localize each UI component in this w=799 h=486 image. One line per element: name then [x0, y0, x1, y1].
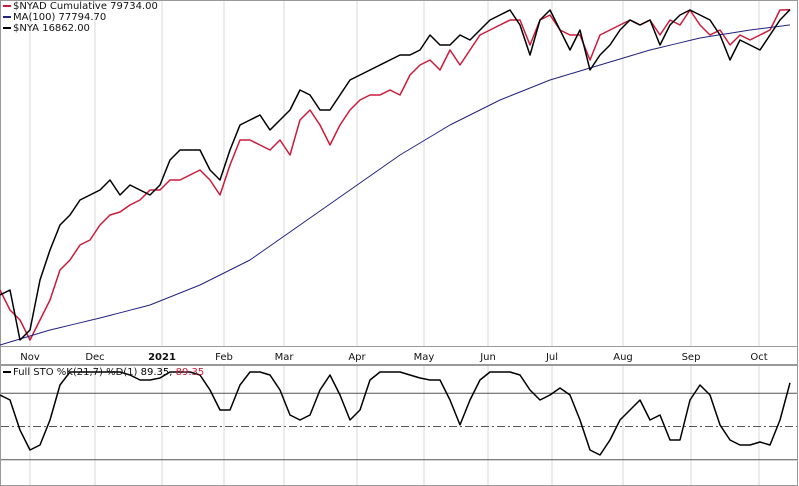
legend-name: MA(100)	[13, 12, 55, 23]
x-tick-label: Oct	[750, 352, 767, 363]
date-axis	[0, 346, 798, 365]
legend-value: 79734.00	[110, 1, 158, 12]
legend-value: 89.35	[176, 367, 205, 378]
x-tick-label: Dec	[85, 352, 104, 363]
legend-entry: Full STO %K(21,7) %D(1) 89.35, 89.35	[13, 367, 204, 378]
legend-value: 16862.00	[42, 23, 90, 34]
legend-entry: $NYAD Cumulative 79734.00	[13, 1, 158, 12]
x-tick-label: May	[414, 352, 435, 363]
x-tick-label: Mar	[275, 352, 295, 363]
legend-name: Full STO %K(21,7) %D(1)	[13, 367, 138, 378]
x-tick-label: Apr	[348, 352, 366, 363]
legend-name: $NYA	[13, 23, 39, 34]
x-tick-label: Nov	[20, 352, 40, 363]
x-tick-label: Feb	[215, 352, 233, 363]
series-line	[0, 9, 791, 341]
legend-entry: $NYA 16862.00	[13, 23, 90, 34]
legend-value: 89.35	[141, 367, 170, 378]
series-line	[0, 9, 791, 341]
x-tick-label: Jun	[479, 352, 496, 363]
legend-name: $NYAD Cumulative	[13, 1, 107, 12]
series-line	[0, 24, 791, 346]
legend-value: 77794.70	[59, 12, 107, 23]
sto-panel	[0, 365, 798, 486]
legend-entry: MA(100) 77794.70	[13, 12, 106, 23]
x-tick-label: Aug	[613, 352, 633, 363]
main-panel	[0, 0, 798, 347]
series-line	[0, 371, 791, 456]
x-tick-label: Jul	[545, 352, 558, 363]
x-tick-label: 2021	[148, 352, 176, 363]
x-tick-label: Sep	[682, 352, 701, 363]
